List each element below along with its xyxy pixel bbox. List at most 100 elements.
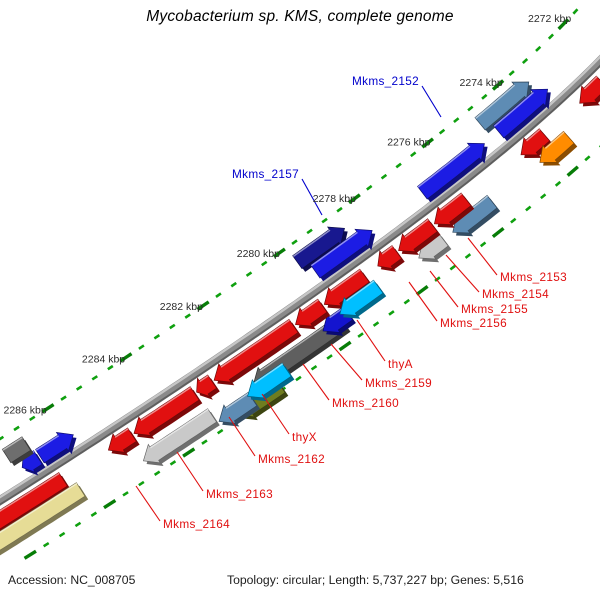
ruler-tick-minor	[326, 354, 333, 360]
ruler-tick-minor	[75, 385, 83, 391]
gene-arrow[interactable]	[35, 432, 77, 467]
gene-arrow[interactable]	[1, 436, 34, 466]
ruler-tick-minor	[366, 184, 373, 191]
gene-arrow-highlight	[493, 91, 534, 127]
gene-arrow-thya[interactable]	[339, 279, 387, 319]
gene-callout-leader	[421, 85, 442, 118]
gene-arrow[interactable]	[323, 268, 373, 309]
gene-arrow-mkms_2152[interactable]	[416, 142, 488, 203]
ruler-label: 2276 kbp	[387, 136, 430, 148]
gene-arrow[interactable]	[0, 482, 89, 560]
gene-arrow-highlight	[381, 245, 393, 255]
gene-arrow-body	[433, 192, 472, 225]
gene-arrow-mkms_2157[interactable]	[292, 226, 348, 272]
gene-arrow-body	[520, 128, 551, 156]
ruler-tick-minor	[336, 206, 343, 213]
ruler-tick-major	[182, 447, 196, 458]
gene-callout-label: Mkms_2162	[258, 452, 325, 466]
gene-callout-label: thyA	[388, 357, 413, 371]
gene-arrow-highlight	[2, 436, 23, 451]
ruler-tick-minor	[380, 173, 388, 180]
gene-arrow[interactable]	[579, 75, 600, 107]
gene-arrow-body	[398, 218, 438, 253]
gene-arrow[interactable]	[295, 298, 331, 330]
gene-arrow[interactable]	[133, 386, 203, 439]
gene-arrow[interactable]	[377, 245, 405, 272]
gene-arrow-body	[416, 142, 485, 200]
ruler-tick-major	[491, 79, 505, 91]
gene-arrow-body	[310, 228, 373, 279]
ruler-tick-minor	[245, 271, 253, 277]
gene-arrow[interactable]	[196, 374, 220, 400]
ruler-tick-major	[421, 137, 435, 149]
gene-callout-leader	[330, 343, 363, 381]
ruler-tick-minor	[410, 151, 417, 158]
ruler-tick-minor	[434, 276, 441, 282]
ruler-tick-minor	[107, 364, 114, 371]
ruler-tick-minor	[169, 460, 177, 466]
gene-callout-leader	[261, 393, 290, 435]
gene-callout-leader	[228, 416, 256, 457]
ruler-tick-minor	[138, 480, 145, 487]
gene-arrow-mkms_2154[interactable]	[433, 192, 475, 228]
gene-arrow[interactable]	[0, 472, 71, 544]
gene-arrow-thyx[interactable]	[247, 362, 295, 402]
gene-arrow-mkms_2163[interactable]	[142, 408, 220, 466]
ruler-tick-minor	[215, 292, 222, 298]
gene-arrow[interactable]	[213, 318, 302, 386]
gene-arrow-mkms_2156[interactable]	[398, 218, 441, 255]
gene-callout-leader	[467, 237, 498, 276]
gene-callout-label: Mkms_2153	[500, 270, 567, 284]
ruler-tick-major	[41, 403, 55, 414]
gene-arrow[interactable]	[520, 128, 553, 158]
ruler-label: 2272 kbp	[528, 13, 571, 25]
ruler-tick-minor	[438, 128, 446, 135]
ruler-tick-minor	[201, 439, 208, 445]
ruler-tick-minor	[584, 155, 591, 162]
gene-arrow[interactable]	[218, 392, 261, 427]
ruler-tick-minor	[395, 162, 402, 169]
gene-arrow[interactable]	[539, 130, 578, 166]
genome-line	[0, 54, 600, 506]
ruler-tick-minor	[525, 205, 532, 212]
ruler-tick-major	[103, 498, 117, 510]
gene-arrow[interactable]	[310, 228, 376, 282]
gene-callout-label: Mkms_2156	[440, 316, 507, 330]
gene-arrow-highlight	[292, 229, 331, 258]
ruler-label: 2284 kbp	[82, 353, 125, 365]
genome-backbone	[0, 54, 600, 506]
ruler-tick-minor	[449, 264, 456, 271]
ruler-tick-minor	[467, 105, 474, 112]
ruler-tick-minor	[216, 428, 224, 435]
gene-callout-leader	[135, 485, 161, 522]
gene-arrow-highlight	[35, 435, 59, 451]
ruler-tick-minor	[291, 239, 298, 245]
status-genome-summary: Topology: circular; Length: 5,737,227 bp…	[227, 573, 524, 587]
ruler-tick-minor	[58, 531, 66, 538]
status-accession: Accession: NC_008705	[8, 573, 136, 587]
gene-arrow[interactable]	[474, 81, 532, 134]
gene-arrow[interactable]	[493, 88, 551, 142]
ruler-tick-minor	[453, 117, 460, 123]
ruler-tick-minor	[510, 217, 517, 224]
ruler-tick-minor	[540, 193, 547, 200]
ruler-tick-minor	[481, 93, 488, 100]
gene-arrow-highlight	[140, 386, 192, 422]
ruler-tick-minor	[310, 364, 318, 371]
gene-arrow-highlight	[439, 193, 463, 211]
gene-arrows	[0, 75, 600, 560]
gene-arrow-body	[493, 88, 549, 139]
ruler-tick-major	[23, 549, 37, 560]
ruler-label: 2278 kbp	[313, 193, 356, 205]
ruler-tick-minor	[60, 395, 67, 401]
gene-arrow-body	[213, 318, 299, 383]
ruler-tick-minor	[403, 298, 411, 305]
ruler-tick-minor	[29, 415, 36, 422]
ruler-tick-major	[347, 193, 361, 205]
gene-arrow-highlight	[301, 299, 319, 312]
ruler-tick-minor	[169, 323, 176, 330]
gene-arrow-body	[539, 130, 575, 163]
gene-arrow-mkms_2164[interactable]	[107, 427, 140, 456]
